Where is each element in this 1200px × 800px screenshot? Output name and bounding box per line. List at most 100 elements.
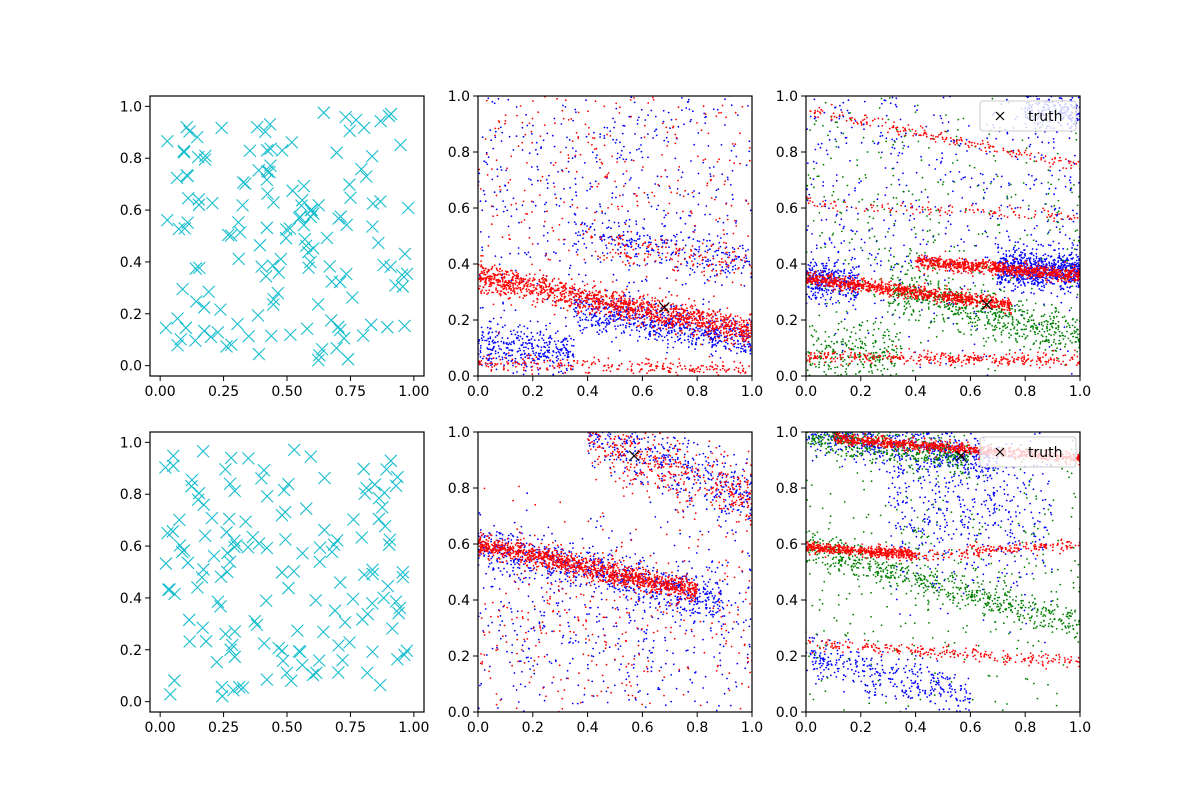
data-point bbox=[650, 205, 653, 208]
data-point bbox=[712, 321, 715, 324]
data-point bbox=[518, 281, 521, 284]
data-point bbox=[730, 330, 732, 332]
data-point bbox=[563, 188, 565, 190]
data-point bbox=[666, 346, 669, 349]
data-point bbox=[626, 285, 629, 288]
data-point bbox=[579, 234, 582, 237]
data-point bbox=[1075, 259, 1078, 262]
data-point bbox=[720, 319, 722, 322]
data-point bbox=[491, 275, 493, 278]
data-point bbox=[704, 250, 707, 253]
data-point bbox=[1005, 253, 1008, 256]
data-point bbox=[843, 270, 845, 272]
data-point bbox=[509, 252, 511, 255]
data-point bbox=[638, 264, 641, 267]
data-point bbox=[595, 147, 598, 150]
data-point bbox=[509, 178, 512, 181]
data-point bbox=[641, 315, 643, 318]
data-point bbox=[669, 371, 672, 374]
data-point bbox=[624, 295, 627, 297]
data-point bbox=[633, 309, 636, 312]
data-point bbox=[598, 324, 601, 327]
x-tick-label: 1.00 bbox=[398, 384, 429, 400]
data-point bbox=[746, 260, 749, 263]
data-point bbox=[637, 316, 640, 319]
data-point bbox=[561, 365, 563, 367]
data-point bbox=[837, 272, 840, 275]
data-point bbox=[661, 252, 664, 255]
data-point bbox=[479, 280, 482, 283]
data-point bbox=[555, 299, 558, 302]
data-point bbox=[670, 253, 673, 256]
data-point bbox=[656, 319, 659, 321]
data-point bbox=[492, 317, 495, 320]
data-point bbox=[666, 351, 668, 354]
data-point bbox=[616, 157, 619, 160]
data-point bbox=[503, 367, 505, 370]
data-point bbox=[691, 333, 694, 336]
data-point bbox=[655, 310, 658, 313]
data-point bbox=[274, 252, 288, 266]
data-point bbox=[556, 288, 559, 290]
data-point bbox=[484, 281, 486, 284]
data-point bbox=[622, 124, 625, 127]
data-point bbox=[610, 295, 613, 298]
data-point bbox=[583, 304, 585, 307]
data-point bbox=[749, 147, 751, 149]
data-point bbox=[181, 216, 195, 229]
data-point bbox=[643, 191, 646, 194]
data-point bbox=[720, 261, 723, 263]
data-point bbox=[597, 291, 600, 294]
data-point bbox=[693, 143, 696, 146]
data-point bbox=[710, 263, 713, 266]
data-point bbox=[517, 337, 519, 339]
data-point bbox=[702, 311, 705, 314]
data-point bbox=[635, 242, 638, 245]
data-point bbox=[691, 191, 694, 194]
data-point bbox=[670, 118, 673, 121]
data-point bbox=[716, 329, 719, 332]
data-point bbox=[604, 319, 607, 322]
data-point bbox=[582, 312, 585, 315]
data-point bbox=[591, 308, 594, 310]
data-point bbox=[713, 327, 716, 330]
data-point bbox=[501, 131, 504, 134]
data-point bbox=[495, 330, 497, 333]
data-point bbox=[526, 327, 529, 330]
data-point bbox=[595, 315, 598, 318]
data-point bbox=[532, 347, 535, 349]
data-point bbox=[654, 183, 657, 185]
data-point bbox=[656, 316, 658, 318]
data-point bbox=[612, 308, 615, 311]
data-point bbox=[499, 358, 502, 361]
data-point bbox=[489, 129, 492, 132]
data-point bbox=[1066, 262, 1068, 264]
data-point bbox=[662, 120, 665, 123]
data-point bbox=[597, 320, 600, 322]
data-point bbox=[528, 178, 530, 180]
data-point bbox=[684, 323, 687, 325]
data-point bbox=[636, 325, 639, 328]
data-point bbox=[736, 320, 739, 323]
data-point bbox=[605, 301, 608, 304]
data-point bbox=[653, 317, 655, 320]
data-point bbox=[825, 264, 828, 267]
data-point bbox=[1018, 278, 1021, 281]
data-point bbox=[739, 361, 742, 364]
data-point bbox=[723, 233, 725, 236]
data-point bbox=[624, 182, 627, 185]
data-point bbox=[480, 292, 483, 295]
data-point bbox=[734, 264, 737, 267]
data-point bbox=[610, 243, 613, 245]
data-point bbox=[670, 303, 673, 306]
data-point bbox=[663, 323, 665, 326]
data-point bbox=[721, 104, 724, 107]
data-point bbox=[597, 258, 599, 260]
data-point bbox=[726, 332, 729, 335]
data-point bbox=[652, 99, 655, 101]
data-point bbox=[711, 244, 714, 246]
data-point bbox=[538, 280, 541, 283]
data-point bbox=[659, 333, 661, 336]
data-point bbox=[561, 299, 564, 301]
data-point bbox=[714, 337, 717, 340]
